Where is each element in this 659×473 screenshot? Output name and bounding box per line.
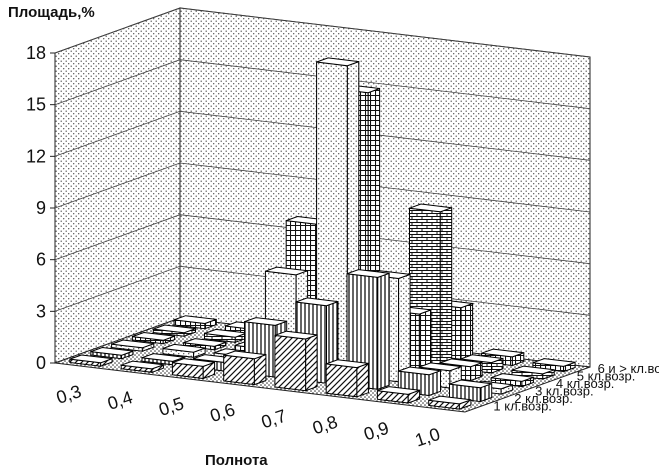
bar-top bbox=[449, 379, 492, 389]
bar-top bbox=[428, 395, 472, 405]
y-tick-label: 15 bbox=[26, 95, 46, 115]
bar bbox=[183, 338, 227, 351]
x-tick-label: 1,0 bbox=[413, 424, 443, 451]
x-tick-label: 0,6 bbox=[208, 399, 238, 426]
bar-top bbox=[69, 354, 113, 364]
bar bbox=[162, 343, 206, 359]
bar-top bbox=[346, 269, 390, 278]
series-label: 1 кл.возр. bbox=[493, 398, 552, 413]
bar-top bbox=[90, 346, 134, 356]
y-tick-label: 6 bbox=[36, 250, 46, 270]
gridline bbox=[54, 265, 591, 316]
bar-top bbox=[141, 353, 185, 362]
series-label: 5 кл.возр. bbox=[577, 368, 636, 383]
bar-side bbox=[460, 302, 474, 361]
bar bbox=[111, 339, 155, 352]
bar-top bbox=[481, 348, 524, 358]
depth-axis: 1 кл.возр.2 кл.возр.3 кл.возр.4 кл.возр.… bbox=[493, 361, 659, 414]
bar-side bbox=[356, 362, 369, 398]
bar bbox=[274, 330, 318, 392]
gridline bbox=[54, 110, 591, 161]
bar-top bbox=[439, 358, 483, 368]
bar bbox=[223, 350, 267, 386]
bar-top bbox=[172, 358, 215, 367]
bar-top bbox=[460, 354, 504, 364]
x-tick-label: 0,8 bbox=[310, 412, 340, 439]
bar-top bbox=[377, 386, 420, 395]
bar-top bbox=[244, 317, 287, 326]
x-tick-label: 0,7 bbox=[259, 406, 289, 433]
bar-top bbox=[511, 365, 555, 375]
gridline bbox=[54, 162, 591, 213]
bars-layer bbox=[69, 57, 576, 410]
y-tick-label: 18 bbox=[26, 43, 46, 63]
gridline bbox=[54, 214, 591, 265]
bar-side bbox=[439, 206, 453, 368]
bar bbox=[325, 359, 369, 398]
bar bbox=[152, 324, 196, 337]
bar bbox=[532, 358, 576, 373]
y-axis-title: Площадь,% bbox=[8, 4, 95, 21]
bar-side bbox=[253, 353, 267, 386]
series-label: 6 и > кл.возр. bbox=[598, 361, 659, 376]
x-tick-label: 0,4 bbox=[105, 387, 135, 414]
x-axis-title: Полнота bbox=[205, 452, 268, 469]
bar-top bbox=[274, 330, 318, 340]
y-tick-label: 0 bbox=[36, 353, 46, 373]
y-tick-label: 12 bbox=[26, 146, 46, 166]
gridline bbox=[54, 59, 591, 110]
gridlines bbox=[54, 7, 591, 316]
bar-front bbox=[325, 363, 358, 398]
bar-top bbox=[409, 203, 452, 213]
x-tick-label: 0,5 bbox=[156, 393, 186, 420]
bar-top bbox=[265, 266, 308, 276]
bar-top bbox=[326, 359, 369, 369]
bar-top bbox=[162, 343, 206, 353]
bar-top bbox=[491, 373, 534, 382]
series-label: 4 кл.возр. bbox=[556, 376, 615, 391]
bar bbox=[90, 346, 134, 360]
bar-front bbox=[223, 354, 255, 386]
bar-top bbox=[121, 360, 164, 370]
bar-top bbox=[398, 366, 441, 376]
y-axis: 0 3 6 9 12 15 18 bbox=[26, 43, 55, 373]
bar-top bbox=[173, 315, 217, 325]
series-label: 2 кл.возр. bbox=[514, 391, 573, 406]
bar-top bbox=[153, 324, 196, 334]
series-label: 3 кл.возр. bbox=[535, 383, 594, 398]
bar-top bbox=[223, 350, 267, 360]
bar-top bbox=[295, 297, 339, 307]
bar bbox=[346, 269, 390, 391]
bar-side bbox=[305, 334, 318, 392]
x-tick-label: 0,3 bbox=[54, 381, 84, 408]
gridline bbox=[54, 7, 591, 58]
bar-front bbox=[274, 334, 307, 392]
bar bbox=[428, 395, 472, 410]
x-tick-label: 0,9 bbox=[361, 418, 391, 445]
bar bbox=[69, 354, 113, 367]
bar-top bbox=[418, 362, 462, 372]
bar-side bbox=[377, 272, 390, 391]
bar-top bbox=[111, 339, 154, 349]
bar-side bbox=[398, 273, 411, 383]
y-tick-label: 9 bbox=[36, 198, 46, 218]
bar bbox=[171, 358, 216, 380]
bar bbox=[173, 315, 217, 330]
bar-top bbox=[532, 358, 576, 367]
bar bbox=[120, 360, 164, 374]
bar-top bbox=[316, 57, 359, 67]
y-tick-label: 3 bbox=[36, 301, 46, 321]
bar-top bbox=[132, 331, 175, 341]
bar bbox=[131, 331, 176, 345]
bar bbox=[376, 386, 421, 404]
bar-top bbox=[183, 338, 227, 347]
